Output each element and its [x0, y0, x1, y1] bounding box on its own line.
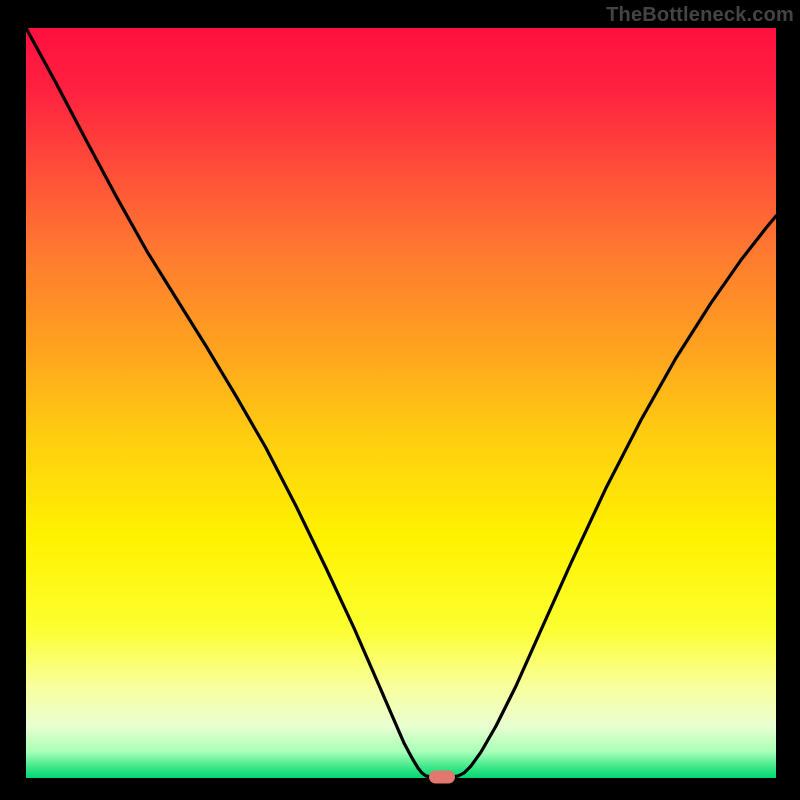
bottleneck-curve: [26, 28, 776, 778]
chart-root: TheBottleneck.com: [0, 0, 800, 800]
plot-area: [26, 28, 776, 778]
min-point-marker: [429, 770, 455, 783]
curve-path: [26, 28, 776, 777]
attribution-label: TheBottleneck.com: [606, 4, 794, 27]
